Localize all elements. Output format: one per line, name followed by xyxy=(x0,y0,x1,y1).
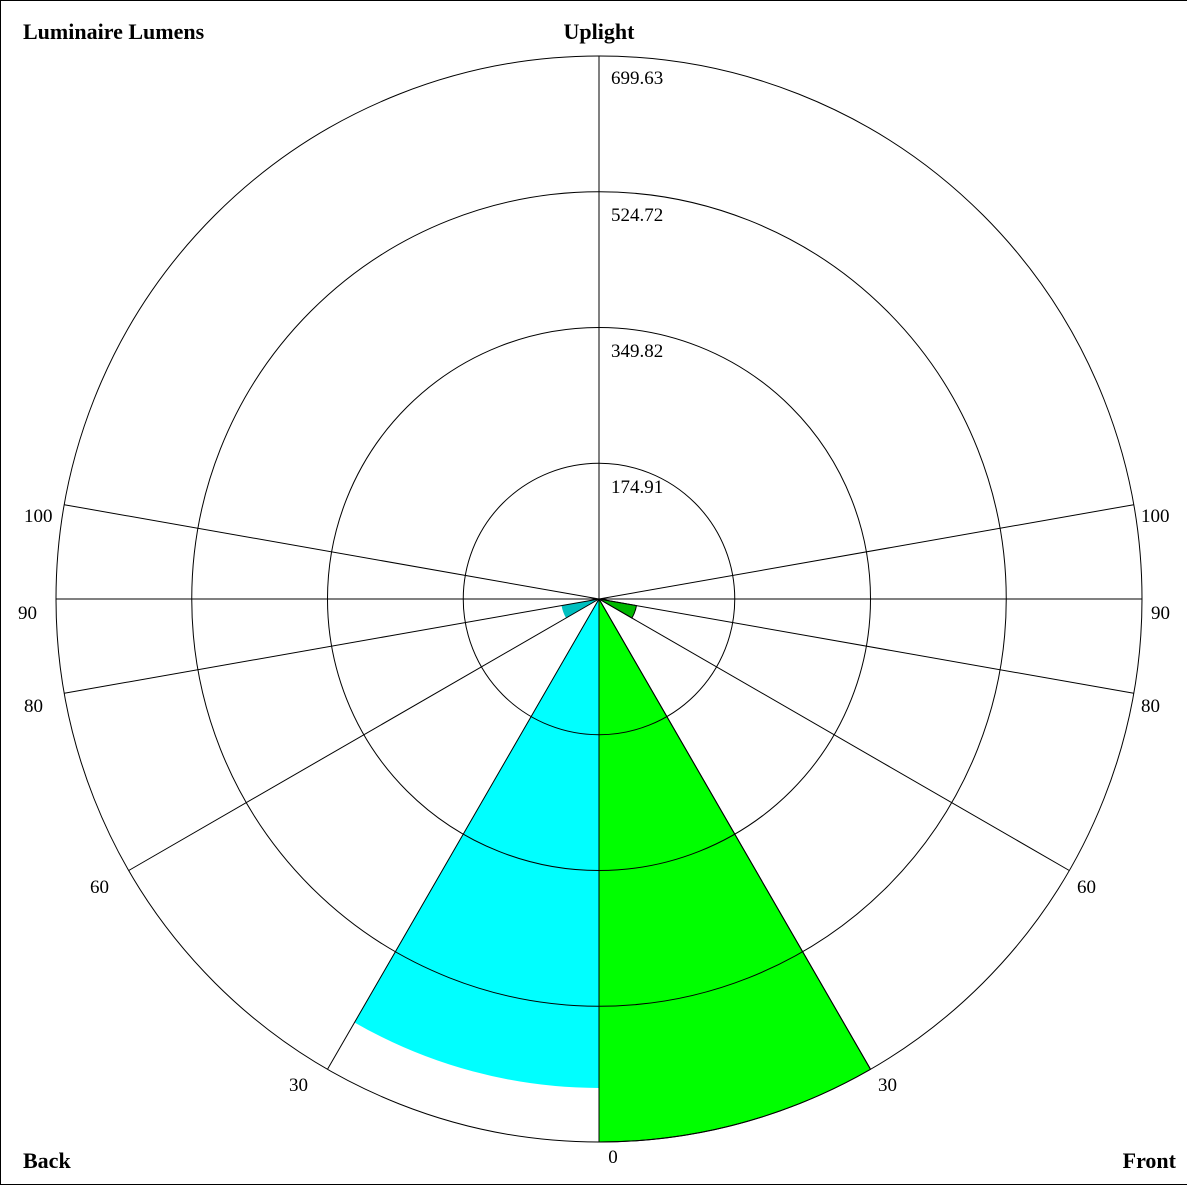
angle-label-right-90: 90 xyxy=(1151,603,1170,624)
angle-label-right-100: 100 xyxy=(1141,506,1170,527)
angle-label-right-60: 60 xyxy=(1077,877,1096,898)
chart-title: Luminaire Lumens xyxy=(23,19,205,44)
ring-label-349: 349.82 xyxy=(611,341,663,362)
sector-back-0-30 xyxy=(354,599,599,1088)
spoke-front-60 xyxy=(598,598,1070,871)
angle-label-left-30: 30 xyxy=(289,1075,308,1096)
ring-label-699: 699.63 xyxy=(611,68,663,89)
angle-label-bottom-0: 0 xyxy=(608,1147,618,1168)
spoke-back-80 xyxy=(64,598,600,694)
uplight-label: Uplight xyxy=(564,19,636,44)
angle-label-left-80: 80 xyxy=(24,696,43,717)
spoke-front-80 xyxy=(598,598,1134,694)
spoke-front-30 xyxy=(598,598,871,1070)
angle-label-left-100: 100 xyxy=(24,506,53,527)
spoke-layer xyxy=(56,56,1142,1142)
spoke-back-100 xyxy=(64,504,600,600)
ring-label-524: 524.72 xyxy=(611,205,663,226)
back-label: Back xyxy=(23,1148,71,1173)
spoke-back-60 xyxy=(128,598,600,871)
angle-label-left-60: 60 xyxy=(90,877,109,898)
front-label: Front xyxy=(1123,1148,1177,1173)
sector-front-0-30 xyxy=(598,597,872,1143)
angle-label-right-30: 30 xyxy=(878,1075,897,1096)
spoke-back-30 xyxy=(327,598,600,1070)
sector-back-60-80 xyxy=(561,599,599,619)
spoke-front-100 xyxy=(598,504,1134,600)
ring-label-174: 174.91 xyxy=(611,477,663,498)
angle-label-right-80: 80 xyxy=(1141,696,1160,717)
angle-label-left-90: 90 xyxy=(18,603,37,624)
